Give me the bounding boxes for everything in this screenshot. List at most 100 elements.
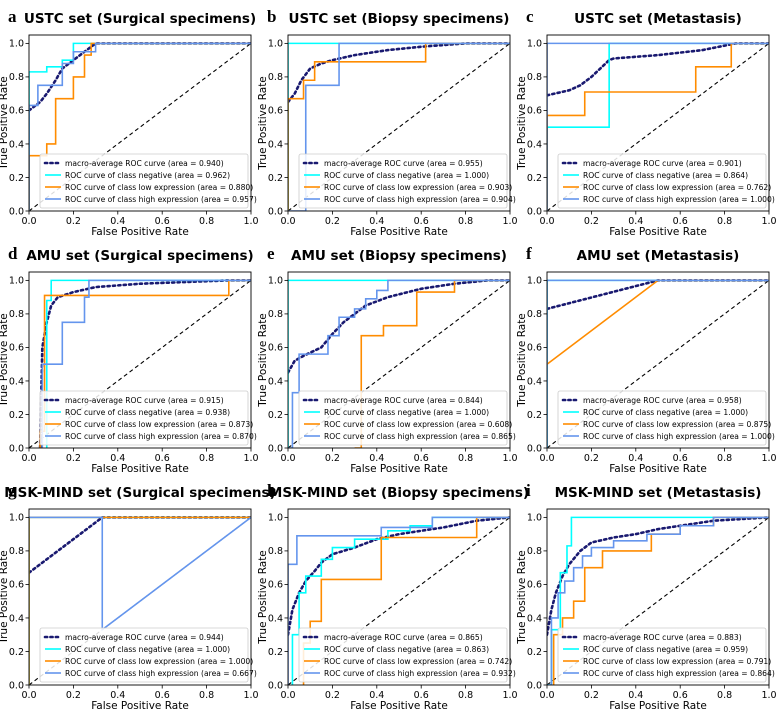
legend-label-high: ROC curve of class high expression (area…: [324, 669, 516, 678]
x-axis-label: False Positive Rate: [91, 700, 189, 709]
legend-box: [557, 627, 767, 683]
x-tick-label: 0.2: [325, 216, 340, 227]
x-tick-label: 0.6: [414, 690, 429, 701]
legend-label-macro: macro-average ROC curve (area = 0.955): [324, 159, 483, 168]
plot-area: [547, 42, 769, 211]
y-axis-label: True Positive Rate: [257, 550, 269, 645]
x-tick-label: 0.0: [21, 453, 36, 464]
chance-line: [547, 279, 769, 448]
y-tick-label: 0.0: [9, 443, 24, 454]
x-tick-label: 0.2: [66, 453, 81, 464]
legend-box: [557, 153, 767, 209]
legend-label-low: ROC curve of class low expression (area …: [324, 183, 512, 192]
x-tick-label: 0.8: [458, 690, 473, 701]
y-tick-label: 0.2: [527, 410, 542, 421]
x-tick-label: 0.6: [414, 216, 429, 227]
y-tick-label: 0.6: [527, 106, 542, 117]
y-tick-label: 0.8: [527, 72, 542, 83]
x-axis-label: False Positive Rate: [350, 700, 448, 709]
x-tick-label: 0.6: [155, 216, 170, 227]
x-axis-label: False Positive Rate: [350, 226, 448, 238]
x-tick-label: 0.0: [280, 216, 295, 227]
legend-box: [39, 627, 249, 683]
y-tick-label: 0.2: [9, 173, 24, 184]
y-tick-label: 0.8: [268, 309, 283, 320]
roc-panel-a: a USTC set (Surgical specimens) 0.00.0 0.2 0…: [0, 7, 259, 238]
roc-line-macro: [547, 279, 769, 311]
y-axis-label: True Positive Rate: [0, 550, 10, 645]
y-tick-label: 0.8: [268, 546, 283, 557]
y-tick-label: 0.8: [9, 72, 24, 83]
y-tick-label: 0.2: [268, 647, 283, 658]
legend: macro-average ROC curve (area = 0.865) RO…: [298, 627, 516, 683]
y-tick-label: 0.0: [268, 680, 283, 691]
chance-line: [288, 279, 510, 448]
x-tick-label: 1.0: [243, 690, 258, 701]
x-tick-label: 0.2: [584, 216, 599, 227]
legend-label-low: ROC curve of class low expression (area …: [583, 657, 771, 666]
x-tick-label: 0.0: [280, 690, 295, 701]
x-axis-label: False Positive Rate: [350, 463, 448, 475]
legend-label-macro: macro-average ROC curve (area = 0.915): [65, 396, 224, 405]
x-tick-label: 0.4: [628, 453, 643, 464]
axes-frame: [287, 34, 511, 212]
legend-label-low: ROC curve of class low expression (area …: [65, 657, 253, 666]
roc-panel-c: c USTC set (Metastasis) 0.00.0 0.2 0.2 0.4 0.4…: [516, 7, 777, 238]
legend-label-negative: ROC curve of class negative (area = 1.00…: [583, 408, 748, 417]
panel-label: b: [267, 7, 276, 26]
y-tick-label: 1.0: [9, 276, 24, 287]
x-tick-label: 0.4: [110, 453, 125, 464]
y-tick-label: 0.2: [268, 173, 283, 184]
roc-line-macro: [547, 42, 769, 97]
x-tick-label: 0.4: [110, 216, 125, 227]
y-tick-label: 0.8: [268, 72, 283, 83]
y-tick-label: 1.0: [268, 276, 283, 287]
y-tick-label: 0.8: [9, 309, 24, 320]
legend-label-macro: macro-average ROC curve (area = 0.944): [65, 633, 224, 642]
y-tick-label: 0.0: [527, 206, 542, 217]
legend-label-macro: macro-average ROC curve (area = 0.883): [583, 633, 742, 642]
x-tick-label: 0.6: [673, 216, 688, 227]
axes-frame: [546, 508, 770, 686]
y-tick-label: 0.6: [9, 343, 24, 354]
y-tick-label: 0.0: [9, 680, 24, 691]
roc-line-low: [547, 42, 769, 211]
legend-label-high: ROC curve of class high expression (area…: [65, 432, 257, 441]
legend-label-negative: ROC curve of class negative (area = 0.86…: [324, 645, 489, 654]
y-tick-label: 1.0: [9, 39, 24, 50]
y-tick-label: 0.0: [268, 443, 283, 454]
panel-title: AMU set (Surgical specimens): [26, 248, 253, 264]
y-tick-label: 0.8: [527, 309, 542, 320]
x-tick-label: 1.0: [502, 690, 517, 701]
roc-panel-f: f AMU set (Metastasis) 0.00.0 0.2 0.2 0.4 0.4 0…: [516, 244, 777, 475]
y-tick-label: 0.4: [9, 613, 24, 624]
legend-label-negative: ROC curve of class negative (area = 0.93…: [65, 408, 230, 417]
y-tick-label: 0.6: [9, 106, 24, 117]
x-tick-label: 1.0: [243, 453, 258, 464]
x-tick-label: 0.8: [458, 216, 473, 227]
axes-frame: [28, 508, 252, 686]
x-tick-label: 0.4: [369, 690, 384, 701]
y-tick-label: 0.2: [9, 410, 24, 421]
legend-label-negative: ROC curve of class negative (area = 1.00…: [65, 645, 230, 654]
y-tick-label: 0.8: [9, 546, 24, 557]
legend-label-high: ROC curve of class high expression (area…: [583, 432, 775, 441]
x-tick-label: 0.2: [325, 453, 340, 464]
x-tick-label: 0.8: [717, 690, 732, 701]
y-tick-label: 0.4: [527, 139, 542, 150]
legend-label-macro: macro-average ROC curve (area = 0.958): [583, 396, 742, 405]
y-tick-label: 0.2: [527, 647, 542, 658]
y-tick-label: 0.4: [527, 613, 542, 624]
y-tick-label: 0.0: [527, 680, 542, 691]
roc-line-macro: [29, 516, 251, 575]
roc-panel-i: i MSK-MIND set (Metastasis) 0.00.0 0.2 0.2 0.…: [516, 481, 777, 709]
x-tick-label: 0.2: [584, 690, 599, 701]
x-tick-label: 0.0: [280, 453, 295, 464]
axes-frame: [28, 271, 252, 449]
roc-panel-e: e AMU set (Biopsy specimens) 0.00.0 0.2 0.2 0…: [257, 244, 518, 475]
y-axis-label: True Positive Rate: [516, 313, 528, 408]
panel-title: AMU set (Biopsy specimens): [291, 248, 507, 264]
legend-box: [39, 390, 249, 446]
roc-line-high: [288, 279, 510, 448]
